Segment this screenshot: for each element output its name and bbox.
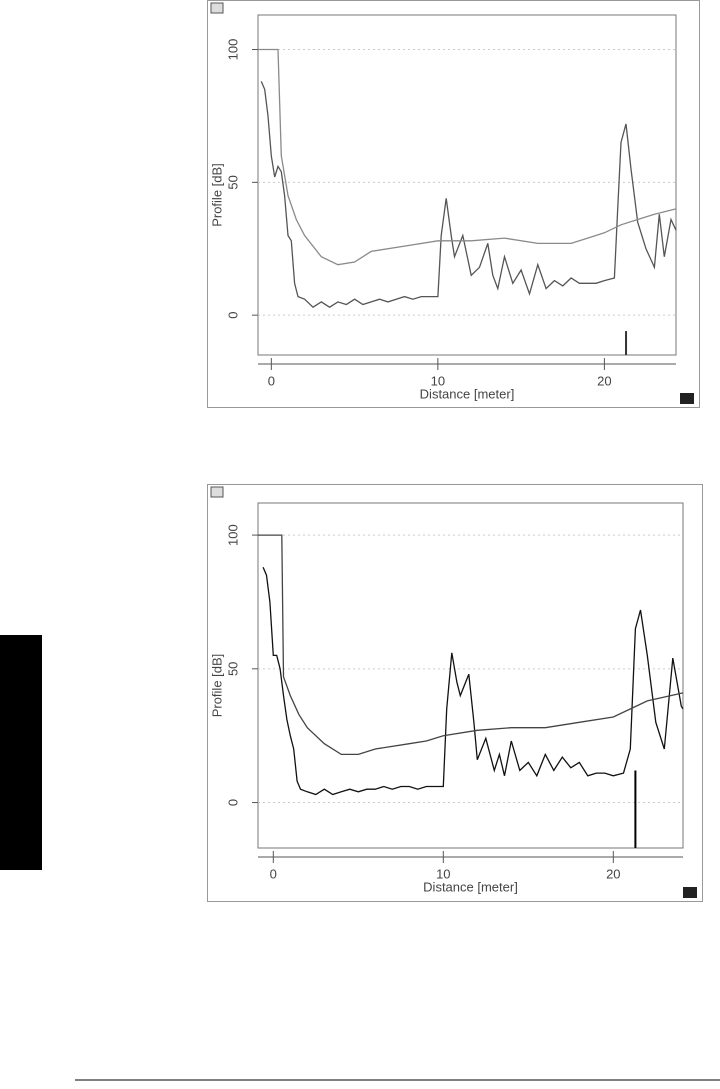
- chart-panel: 0 10 20 Distance [meter] 0 50 100 Profile [dB]: [207, 0, 700, 408]
- profile-line: [258, 534, 684, 756]
- corner-button: [210, 486, 224, 498]
- section-tab: [0, 635, 42, 870]
- plot-area: [257, 14, 677, 356]
- x-tick-label: 0: [270, 866, 277, 881]
- profile-line: [262, 566, 684, 796]
- profile-line: [258, 48, 677, 266]
- y-tick-label: 0: [225, 799, 240, 806]
- y-axis-label: Profile [dB]: [209, 163, 224, 227]
- x-axis-label: Distance [meter]: [420, 386, 515, 401]
- x-tick-label: 20: [606, 866, 620, 881]
- y-tick-label: 0: [225, 312, 240, 319]
- profile-line: [260, 81, 677, 309]
- x-axis-label: Distance [meter]: [423, 879, 518, 894]
- x-tick-label: 10: [431, 373, 445, 388]
- x-tick-label: 0: [268, 373, 275, 388]
- corner-button: [210, 2, 224, 14]
- end-button: [683, 887, 697, 898]
- x-tick-label: 20: [597, 373, 611, 388]
- plot-area: [257, 502, 684, 849]
- y-tick-label: 50: [225, 175, 240, 189]
- y-axis-label: Profile [dB]: [209, 654, 224, 718]
- chart-panel: 0 10 20 Distance [meter] 0 50 100 Profile [dB]: [207, 484, 703, 902]
- y-tick-label: 50: [225, 662, 240, 676]
- x-tick-label: 10: [436, 866, 450, 881]
- end-button: [680, 393, 694, 404]
- y-tick-label: 100: [225, 524, 240, 546]
- y-tick-label: 100: [225, 39, 240, 61]
